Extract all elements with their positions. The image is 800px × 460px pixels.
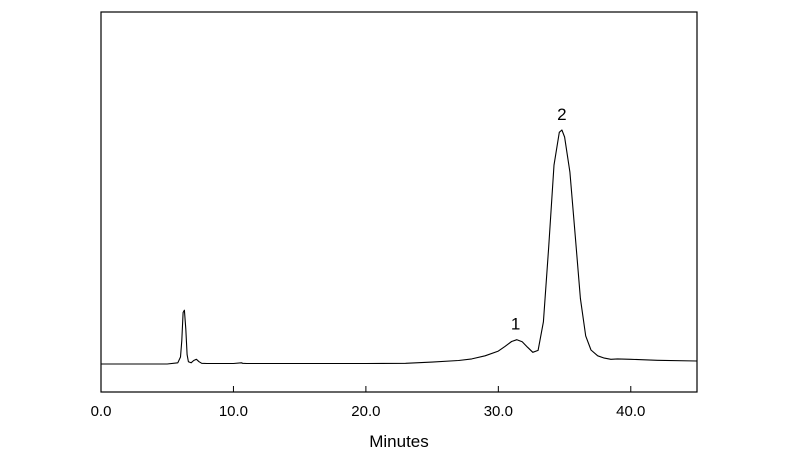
x-tick-label: 0.0 [91,403,112,420]
peak-annotations: 12 [511,105,567,334]
plot-frame [100,11,698,393]
x-axis-ticks: 0.0 10.0 20.0 30.0 40.0 [91,386,645,420]
x-tick-label: 10.0 [219,403,248,420]
x-tick-label: 40.0 [616,403,645,420]
chromatogram-trace [101,129,698,365]
peak-label: 2 [557,105,566,124]
x-tick-label: 20.0 [351,403,380,420]
x-axis-title: Minutes [369,432,429,451]
peak-label: 1 [511,315,520,334]
x-tick-label: 30.0 [484,403,513,420]
